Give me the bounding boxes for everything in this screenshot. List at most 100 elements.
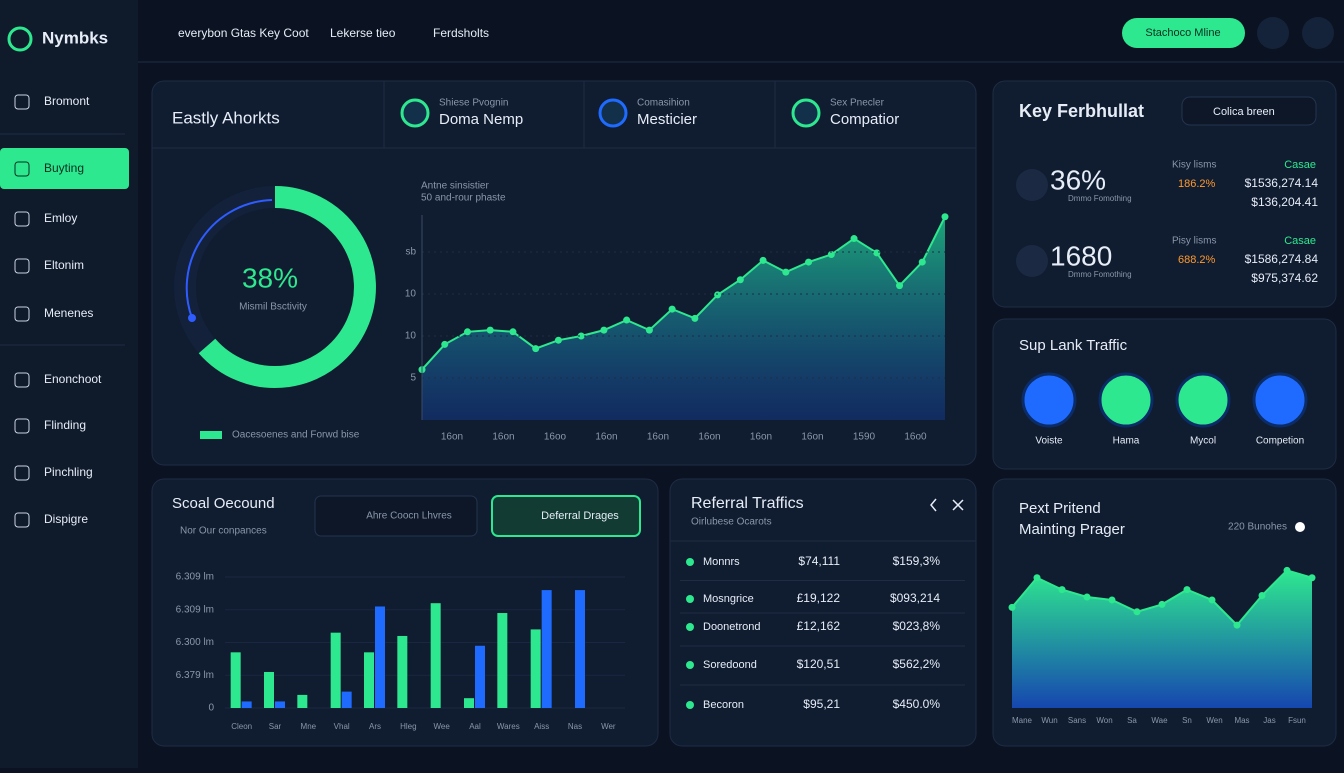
point — [645, 326, 653, 334]
logo: Nymbks — [42, 28, 108, 47]
panel-title: Scoal Oecound — [172, 495, 275, 512]
tab-small: Comasihion — [637, 98, 690, 109]
bar — [464, 698, 474, 708]
point — [850, 235, 858, 243]
point — [1033, 574, 1041, 582]
sidebar-item[interactable]: Buyting — [44, 161, 84, 175]
panel-subtitle: Oirlubese Ocarots — [691, 517, 772, 528]
traffic-icon[interactable] — [1098, 372, 1154, 428]
traffic-icon[interactable] — [1252, 372, 1308, 428]
tab-label[interactable]: Mesticier — [637, 111, 697, 128]
bar — [230, 652, 241, 708]
stat-value: 36% — [1050, 164, 1106, 195]
nav-icon — [14, 306, 30, 322]
sidebar-item[interactable]: Eltonim — [44, 258, 84, 272]
sidebar-active — [0, 148, 129, 189]
panel-title: Key Ferbhullat — [1019, 101, 1144, 121]
row-dot — [686, 701, 694, 709]
row-name: Doonetrond — [703, 621, 761, 633]
x-tick-label: Sa — [1127, 716, 1137, 725]
x-tick-label: Wer — [601, 722, 616, 731]
x-tick-label: Hleg — [400, 722, 416, 731]
point — [577, 332, 585, 340]
tab-label[interactable]: Ahre Coocn Lhvres — [366, 511, 452, 522]
row-value: $159,3% — [893, 554, 941, 568]
nav-item[interactable]: everybon Gtas Key Coot — [178, 26, 309, 40]
stat-v1: $1536,274.14 — [1245, 176, 1319, 190]
x-tick-label: 16on — [595, 432, 617, 443]
donut-value: 38% — [242, 262, 298, 293]
sidebar-item[interactable]: Emloy — [44, 211, 77, 225]
dropdown[interactable] — [1181, 96, 1317, 126]
x-tick-label: Vhal — [334, 722, 350, 731]
tab-icon — [400, 98, 430, 128]
traffic-label: Hama — [1113, 436, 1140, 447]
panel-title: Eastly Ahorkts — [172, 108, 280, 127]
tab-label[interactable]: Doma Nemp — [439, 111, 523, 128]
cta-label[interactable]: Stachoco Mline — [1145, 27, 1220, 39]
x-tick-label: 16on — [801, 432, 823, 443]
sidebar-item[interactable]: Dispigre — [44, 512, 88, 526]
row-name: Soredoond — [703, 659, 757, 671]
profile-button[interactable] — [1302, 17, 1334, 49]
row-name: Becoron — [703, 699, 744, 711]
point — [782, 268, 790, 276]
panel-controls[interactable] — [930, 498, 964, 512]
tab[interactable] — [491, 495, 641, 537]
point — [736, 276, 744, 284]
point — [441, 340, 449, 348]
y-tick-label: 6.309 lm — [176, 572, 214, 583]
nav-icon — [14, 418, 30, 434]
sidebar-item[interactable]: Enonchoot — [44, 372, 102, 386]
traffic-icon[interactable] — [1021, 372, 1077, 428]
x-tick-label: Jas — [1263, 716, 1275, 725]
bar — [275, 701, 285, 708]
bar — [430, 603, 441, 708]
sidebar-item[interactable]: Menenes — [44, 306, 93, 320]
row-value: $120,51 — [797, 657, 841, 671]
stat-sub: Dmmo Fomothing — [1068, 194, 1132, 203]
row-dot — [686, 623, 694, 631]
nav-item[interactable]: Ferdsholts — [433, 26, 489, 40]
traffic-icon[interactable] — [1175, 372, 1231, 428]
y-tick-label: 0 — [208, 703, 214, 714]
point — [463, 328, 471, 336]
tab-label[interactable]: Compatior — [830, 111, 899, 128]
search-button[interactable] — [1257, 17, 1289, 49]
bar — [341, 691, 352, 708]
bar — [364, 652, 374, 708]
x-tick-label: Wares — [497, 722, 520, 731]
sidebar-item[interactable]: Pinchling — [44, 465, 93, 479]
x-tick-label: Fsun — [1288, 716, 1306, 725]
stat-sub: Dmmo Fomothing — [1068, 270, 1132, 279]
dropdown-label[interactable]: Colica breen — [1213, 106, 1275, 118]
point — [623, 316, 631, 324]
y-tick-label: 6.309 lm — [176, 604, 214, 615]
bar — [397, 635, 408, 708]
point — [1133, 608, 1141, 616]
sidebar-item[interactable]: Bromont — [44, 94, 90, 108]
x-tick-label: 16on — [441, 432, 463, 443]
tab-label[interactable]: Deferral Drages — [541, 510, 619, 522]
row-value: $450.0% — [893, 697, 941, 711]
x-tick-label: Sn — [1182, 716, 1192, 725]
stat-icon — [1016, 169, 1048, 201]
x-tick-label: Wen — [1206, 716, 1222, 725]
sidebar-item[interactable]: Flinding — [44, 418, 86, 432]
nav-icon — [14, 258, 30, 274]
point — [1258, 592, 1266, 600]
point — [759, 256, 767, 264]
nav-item[interactable]: Lekerse tieo — [330, 26, 396, 40]
cta-button[interactable] — [1122, 18, 1245, 48]
row-value: $093,214 — [890, 591, 940, 605]
chart-subtitle: 50 and-rour phaste — [421, 193, 506, 204]
donut-label: Mismil Bsctivity — [239, 302, 307, 313]
area-fill — [1012, 570, 1312, 708]
tab[interactable] — [314, 495, 478, 537]
point — [1208, 596, 1216, 604]
legend-label: Oacesoenes and Forwd bise — [232, 430, 360, 441]
stat-icon — [1016, 245, 1048, 277]
sidebar — [0, 0, 138, 768]
bar — [497, 613, 508, 708]
